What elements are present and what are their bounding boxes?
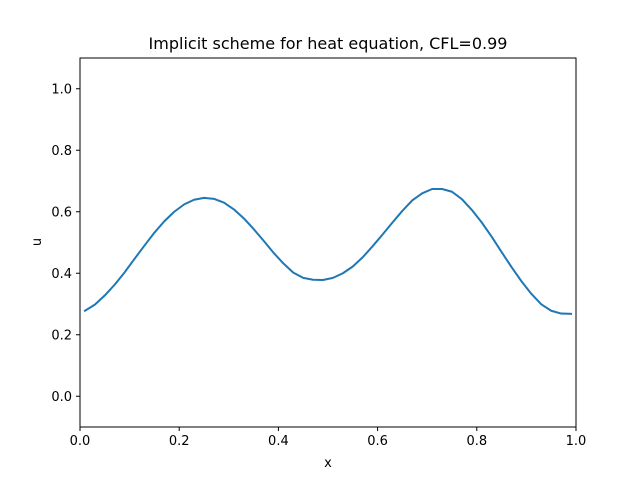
x-axis-label: x xyxy=(324,456,332,471)
x-tick-label: 0.0 xyxy=(70,434,91,449)
x-tick-label: 1.0 xyxy=(566,434,587,449)
chart-title: Implicit scheme for heat equation, CFL=0… xyxy=(149,34,508,53)
axes: 0.0 0.2 0.4 0.6 0.8 1.0 0.0 0.2 0.4 0.6 0.8 1.0 xyxy=(51,57,587,449)
plot-area xyxy=(83,188,573,315)
x-tick-label: 0.8 xyxy=(466,434,487,449)
y-tick-label: 0.4 xyxy=(51,267,72,282)
y-axis-label: u xyxy=(30,238,45,246)
y-tick-label: 0.2 xyxy=(51,328,72,343)
x-tick-label: 0.4 xyxy=(268,434,289,449)
y-tick-label: 0.6 xyxy=(51,205,72,220)
y-tick-label: 1.0 xyxy=(51,82,72,97)
x-tick-label: 0.6 xyxy=(367,434,388,449)
x-tick-label: 0.2 xyxy=(169,434,190,449)
axes-frame xyxy=(79,57,577,428)
y-tick-label: 0.8 xyxy=(51,144,72,159)
y-tick-label: 0.0 xyxy=(51,390,72,405)
series-line-0 xyxy=(83,188,573,315)
